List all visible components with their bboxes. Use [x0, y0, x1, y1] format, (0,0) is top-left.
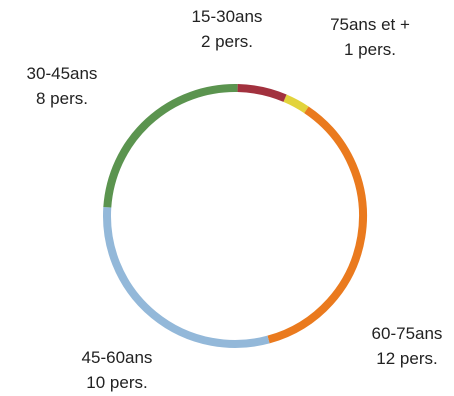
slice-label-75plus-value: 1 pers. [344, 40, 396, 59]
slice-label-45-60-value: 10 pers. [86, 373, 147, 392]
slice-label-15-30-category: 15-30ans [192, 7, 263, 26]
chart-slices [103, 84, 367, 348]
slice-label-30-45-category: 30-45ans [27, 64, 98, 83]
slice-60-75 [267, 106, 367, 344]
slice-label-75plus-category: 75ans et + [330, 15, 410, 34]
slice-label-30-45-value: 8 pers. [36, 89, 88, 108]
slice-15-30 [237, 84, 287, 102]
slice-30-45 [103, 84, 238, 208]
slice-label-60-75-category: 60-75ans [372, 324, 443, 343]
slice-45-60 [103, 207, 270, 348]
slice-label-60-75-value: 12 pers. [376, 349, 437, 368]
slice-label-15-30-value: 2 pers. [201, 32, 253, 51]
slice-75plus [283, 94, 309, 114]
slice-label-45-60-category: 45-60ans [82, 348, 153, 367]
